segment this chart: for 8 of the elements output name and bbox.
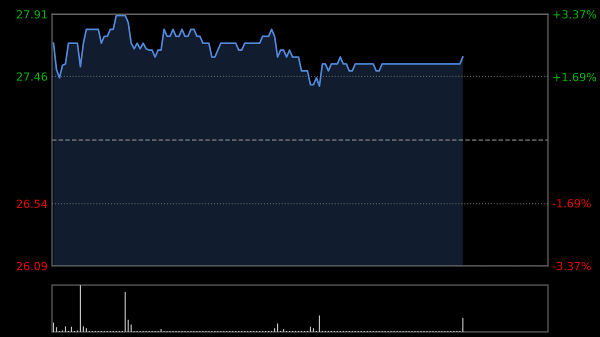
y2-tick-label: -3.37% <box>552 262 591 270</box>
y-tick-label: 27.91 <box>16 10 47 19</box>
y2-tick-label: -1.69% <box>552 199 591 208</box>
y2-tick-label: +3.37% <box>553 10 596 19</box>
y-tick-label: 26.09 <box>16 262 48 270</box>
y-tick-label: 27.46 <box>16 72 48 81</box>
y2-tick-label: +1.69% <box>553 72 596 82</box>
y-tick-label: 26.54 <box>16 200 48 208</box>
